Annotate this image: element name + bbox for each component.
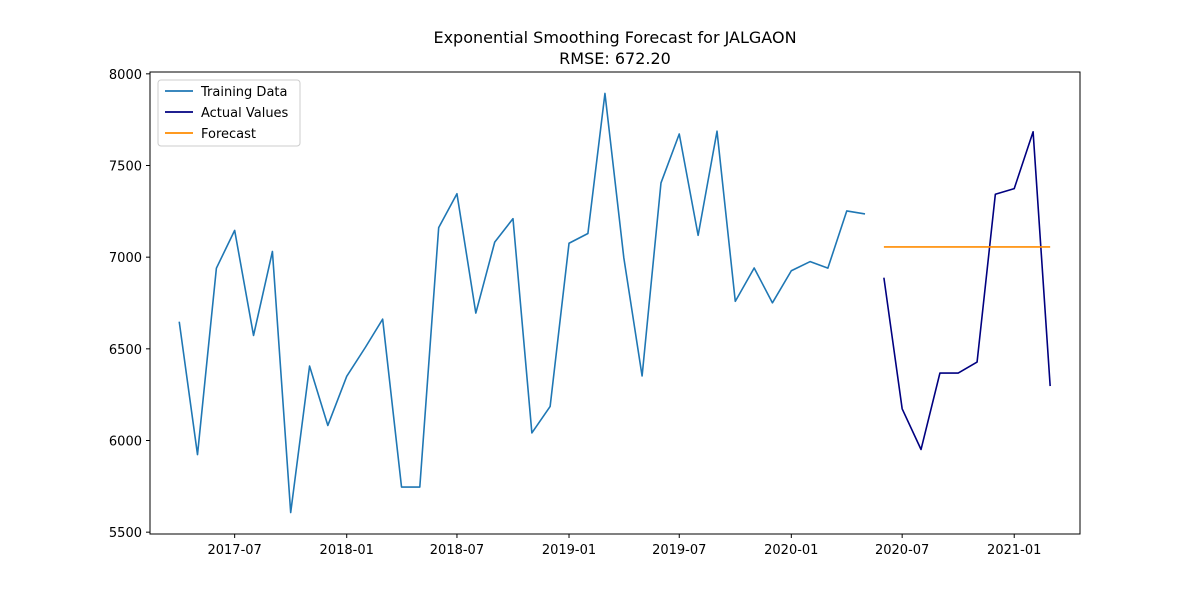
legend-label-training-data: Training Data [200, 85, 287, 100]
x-tick-label: 2018-01 [320, 543, 374, 558]
x-tick-label: 2019-01 [542, 543, 596, 558]
series-layer [178, 92, 1051, 514]
series-line-training-data [178, 92, 866, 514]
x-axis: 2017-07 2018-01 2018-07 2019-01 2019-07 2020-… [207, 534, 1041, 558]
x-tick-label: 2021-01 [987, 543, 1041, 558]
y-tick-label: 6500 [109, 343, 142, 358]
legend-label-forecast: Forecast [201, 127, 256, 142]
x-tick-label: 2020-07 [875, 543, 929, 558]
x-tick-label: 2017-07 [207, 543, 261, 558]
chart-subtitle: RMSE: 672.20 [559, 49, 671, 68]
y-axis: 5500 6000 6500 7000 7500 8000 [109, 68, 150, 541]
x-tick-label: 2020-01 [764, 543, 818, 558]
plot-frame [149, 71, 1081, 535]
x-tick-label: 2019-07 [652, 543, 706, 558]
chart-title: Exponential Smoothing Forecast for JALGA… [433, 28, 796, 47]
y-tick-label: 7500 [109, 160, 142, 175]
y-tick-label: 7000 [109, 251, 142, 266]
legend-label-actual-values: Actual Values [201, 106, 289, 121]
y-tick-label: 8000 [109, 68, 142, 83]
y-tick-label: 6000 [109, 435, 142, 450]
y-tick-label: 5500 [109, 526, 142, 541]
series-line-actual-values [883, 130, 1051, 451]
x-tick-label: 2018-07 [430, 543, 484, 558]
legend: Training Data Actual Values Forecast [157, 79, 301, 147]
legend-box [157, 79, 301, 147]
